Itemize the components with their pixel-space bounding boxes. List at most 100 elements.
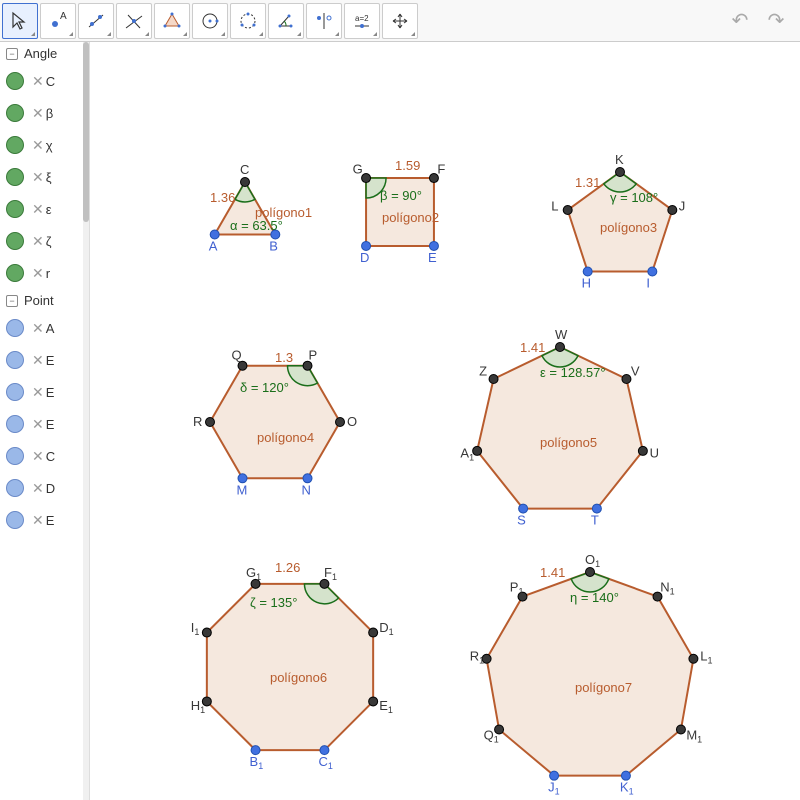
vertex[interactable] <box>238 361 247 370</box>
vertex[interactable] <box>241 178 250 187</box>
svg-text:E: E <box>428 250 437 265</box>
toolbar: A a=2 ↶ ↷ <box>0 0 800 42</box>
vertex[interactable] <box>489 375 498 384</box>
tool-angle[interactable] <box>268 3 304 39</box>
svg-text:L1: L1 <box>700 649 712 666</box>
vertex[interactable] <box>495 725 504 734</box>
svg-text:O: O <box>347 414 357 429</box>
svg-text:A: A <box>209 239 218 254</box>
svg-text:I: I <box>646 275 650 290</box>
vertex[interactable] <box>676 725 685 734</box>
vertex[interactable] <box>206 418 215 427</box>
tool-point[interactable]: A <box>40 3 76 39</box>
tool-line[interactable] <box>78 3 114 39</box>
tool-move-view[interactable] <box>382 3 418 39</box>
length-label: 1.36 <box>210 190 235 205</box>
vertex[interactable] <box>362 174 371 183</box>
svg-text:S: S <box>517 513 526 528</box>
length-label: 1.26 <box>275 560 300 575</box>
vertex[interactable] <box>638 446 647 455</box>
length-label: 1.3 <box>275 350 293 365</box>
tool-polygon[interactable] <box>154 3 190 39</box>
svg-text:V: V <box>631 364 640 379</box>
graphics-canvas[interactable]: ABCpolígono11.36α = 63.5°DEGFpolígono21.… <box>90 42 800 800</box>
length-label: 1.59 <box>395 158 420 173</box>
vertex[interactable] <box>320 579 329 588</box>
tool-circle[interactable] <box>192 3 228 39</box>
angle-label: δ = 120° <box>240 380 289 395</box>
svg-text:J: J <box>679 198 686 213</box>
svg-text:E1: E1 <box>379 698 393 715</box>
svg-text:R1: R1 <box>470 649 484 666</box>
vertex[interactable] <box>202 628 211 637</box>
algebra-item[interactable]: ✕E <box>0 408 89 440</box>
length-label: 1.41 <box>540 565 565 580</box>
svg-text:G: G <box>353 162 363 177</box>
svg-text:F: F <box>437 162 445 177</box>
section-angle[interactable]: −Angle <box>0 42 89 65</box>
algebra-item[interactable]: ✕ε <box>0 193 89 225</box>
main-area: −Angle✕C✕β✕χ✕ξ✕ε✕ζ✕r−Point✕A✕E✕E✕E✕C✕D✕E… <box>0 42 800 800</box>
svg-text:R: R <box>193 414 202 429</box>
angle-label: ζ = 135° <box>250 595 297 610</box>
svg-text:G1: G1 <box>246 565 261 582</box>
angle-label: ε = 128.57° <box>540 365 606 380</box>
algebra-item[interactable]: ✕ξ <box>0 161 89 193</box>
algebra-item[interactable]: ✕ζ <box>0 225 89 257</box>
algebra-sidebar: −Angle✕C✕β✕χ✕ξ✕ε✕ζ✕r−Point✕A✕E✕E✕E✕C✕D✕E <box>0 42 90 800</box>
svg-text:P1: P1 <box>510 579 524 596</box>
vertex[interactable] <box>668 206 677 215</box>
algebra-item[interactable]: ✕r <box>0 257 89 289</box>
angle-label: α = 63.5° <box>230 218 283 233</box>
vertex[interactable] <box>556 343 565 352</box>
vertex[interactable] <box>616 168 625 177</box>
vertex[interactable] <box>369 697 378 706</box>
tool-reflect[interactable] <box>306 3 342 39</box>
algebra-item[interactable]: ✕E <box>0 376 89 408</box>
svg-text:Q: Q <box>232 347 242 362</box>
algebra-item[interactable]: ✕D <box>0 472 89 504</box>
svg-text:N1: N1 <box>660 579 674 596</box>
tool-move[interactable] <box>2 3 38 39</box>
sidebar-scrollbar[interactable] <box>83 42 89 800</box>
algebra-item[interactable]: ✕A <box>0 312 89 344</box>
poly-label: polígono7 <box>575 680 632 695</box>
vertex[interactable] <box>689 654 698 663</box>
vertex[interactable] <box>586 568 595 577</box>
vertex[interactable] <box>369 628 378 637</box>
poly-label: polígono3 <box>600 220 657 235</box>
algebra-item[interactable]: ✕χ <box>0 129 89 161</box>
vertex[interactable] <box>336 418 345 427</box>
svg-text:K: K <box>615 152 624 167</box>
tool-slider[interactable]: a=2 <box>344 3 380 39</box>
svg-text:T: T <box>591 513 599 528</box>
svg-text:K1: K1 <box>620 780 634 797</box>
length-label: 1.31 <box>575 175 600 190</box>
vertex[interactable] <box>563 206 572 215</box>
svg-text:C: C <box>240 162 249 177</box>
svg-text:A: A <box>60 11 67 22</box>
vertex[interactable] <box>622 375 631 384</box>
svg-text:a=2: a=2 <box>355 14 369 23</box>
algebra-item[interactable]: ✕C <box>0 65 89 97</box>
redo-button[interactable]: ↷ <box>760 5 792 37</box>
svg-text:I1: I1 <box>191 620 200 637</box>
svg-text:W: W <box>555 327 568 342</box>
section-point[interactable]: −Point <box>0 289 89 312</box>
undo-redo-group: ↶ ↷ <box>724 5 798 37</box>
svg-text:N: N <box>302 482 311 497</box>
poly-label: polígono6 <box>270 670 327 685</box>
svg-text:Z: Z <box>479 364 487 379</box>
tool-perp[interactable] <box>116 3 152 39</box>
svg-text:O1: O1 <box>585 552 600 569</box>
poly-label: polígono4 <box>257 430 314 445</box>
algebra-item[interactable]: ✕C <box>0 440 89 472</box>
algebra-item[interactable]: ✕E <box>0 344 89 376</box>
algebra-item[interactable]: ✕β <box>0 97 89 129</box>
undo-button[interactable]: ↶ <box>724 5 756 37</box>
svg-text:A1: A1 <box>460 446 474 463</box>
vertex[interactable] <box>303 361 312 370</box>
svg-text:H: H <box>582 275 591 290</box>
algebra-item[interactable]: ✕E <box>0 504 89 536</box>
tool-conic[interactable] <box>230 3 266 39</box>
